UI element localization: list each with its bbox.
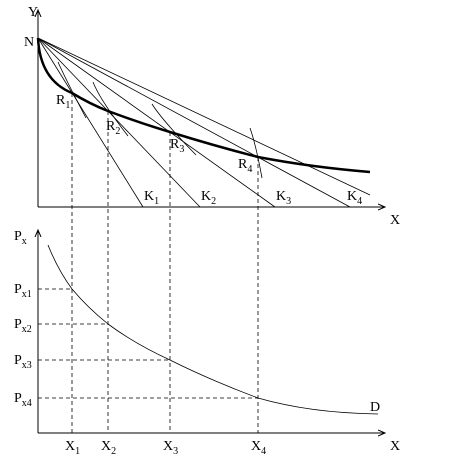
quantity-label: X4 <box>251 439 266 457</box>
origin-label: N <box>24 35 34 50</box>
price-label: Px2 <box>14 317 32 335</box>
intercept-label: K2 <box>201 189 216 207</box>
label-part: K <box>347 189 357 204</box>
intercept-label: K1 <box>144 189 159 207</box>
intercept-label: K4 <box>347 189 362 207</box>
label-part: X <box>65 439 75 454</box>
label-part: 4 <box>261 446 266 457</box>
label-part: P <box>14 353 22 368</box>
label-part: 3 <box>179 144 184 155</box>
price-label: Px4 <box>14 391 32 409</box>
indifference-curves <box>57 61 263 179</box>
price-label: Px3 <box>14 353 32 371</box>
label-part: 1 <box>75 446 80 457</box>
quantity-label: X1 <box>65 439 80 457</box>
y-axis-label: Px <box>14 229 27 247</box>
label-part: P <box>14 229 22 244</box>
x-axis-label: X <box>390 439 400 454</box>
label-part: K <box>144 189 154 204</box>
bottom-axes <box>38 230 385 433</box>
demand-curve <box>47 244 379 415</box>
label-part: x2 <box>22 324 32 335</box>
label-part: X <box>251 439 261 454</box>
tangency-label: R2 <box>106 119 120 137</box>
x-axis-label: X <box>390 213 400 228</box>
label-part: R <box>56 93 66 108</box>
label-part: 2 <box>115 126 120 137</box>
y-axis-label: Y <box>28 5 38 20</box>
label-part: P <box>14 317 22 332</box>
quantity-label: X3 <box>163 439 178 457</box>
label-part: 3 <box>173 446 178 457</box>
label-part: P <box>14 282 22 297</box>
label-part: P <box>14 391 22 406</box>
label-part: 3 <box>286 196 291 207</box>
tangency-label: R4 <box>238 157 252 175</box>
label-part: X <box>101 439 111 454</box>
label-part: x <box>22 236 27 247</box>
price-label: Px1 <box>14 282 32 300</box>
label-part: X <box>163 439 173 454</box>
budget-lines <box>37 37 371 208</box>
label-part: R <box>106 119 116 134</box>
label-part: 1 <box>65 100 70 111</box>
label-part: 2 <box>211 196 216 207</box>
label-part: x4 <box>22 398 32 409</box>
label-part: 4 <box>357 196 362 207</box>
quantity-label: X2 <box>101 439 116 457</box>
label-part: R <box>238 157 248 172</box>
label-part: x3 <box>22 360 32 371</box>
label-part: 2 <box>111 446 116 457</box>
consumption-curve <box>36 37 371 174</box>
projection-lines <box>38 93 259 433</box>
tangency-label: R3 <box>170 137 184 155</box>
label-part: 4 <box>247 164 252 175</box>
label-part: K <box>201 189 211 204</box>
demand-label: D <box>370 400 380 415</box>
label-part: K <box>276 189 286 204</box>
label-part: x1 <box>22 289 32 300</box>
label-part: R <box>170 137 180 152</box>
label-part: 1 <box>154 196 159 207</box>
intercept-label: K3 <box>276 189 291 207</box>
tangency-label: R1 <box>56 93 70 111</box>
